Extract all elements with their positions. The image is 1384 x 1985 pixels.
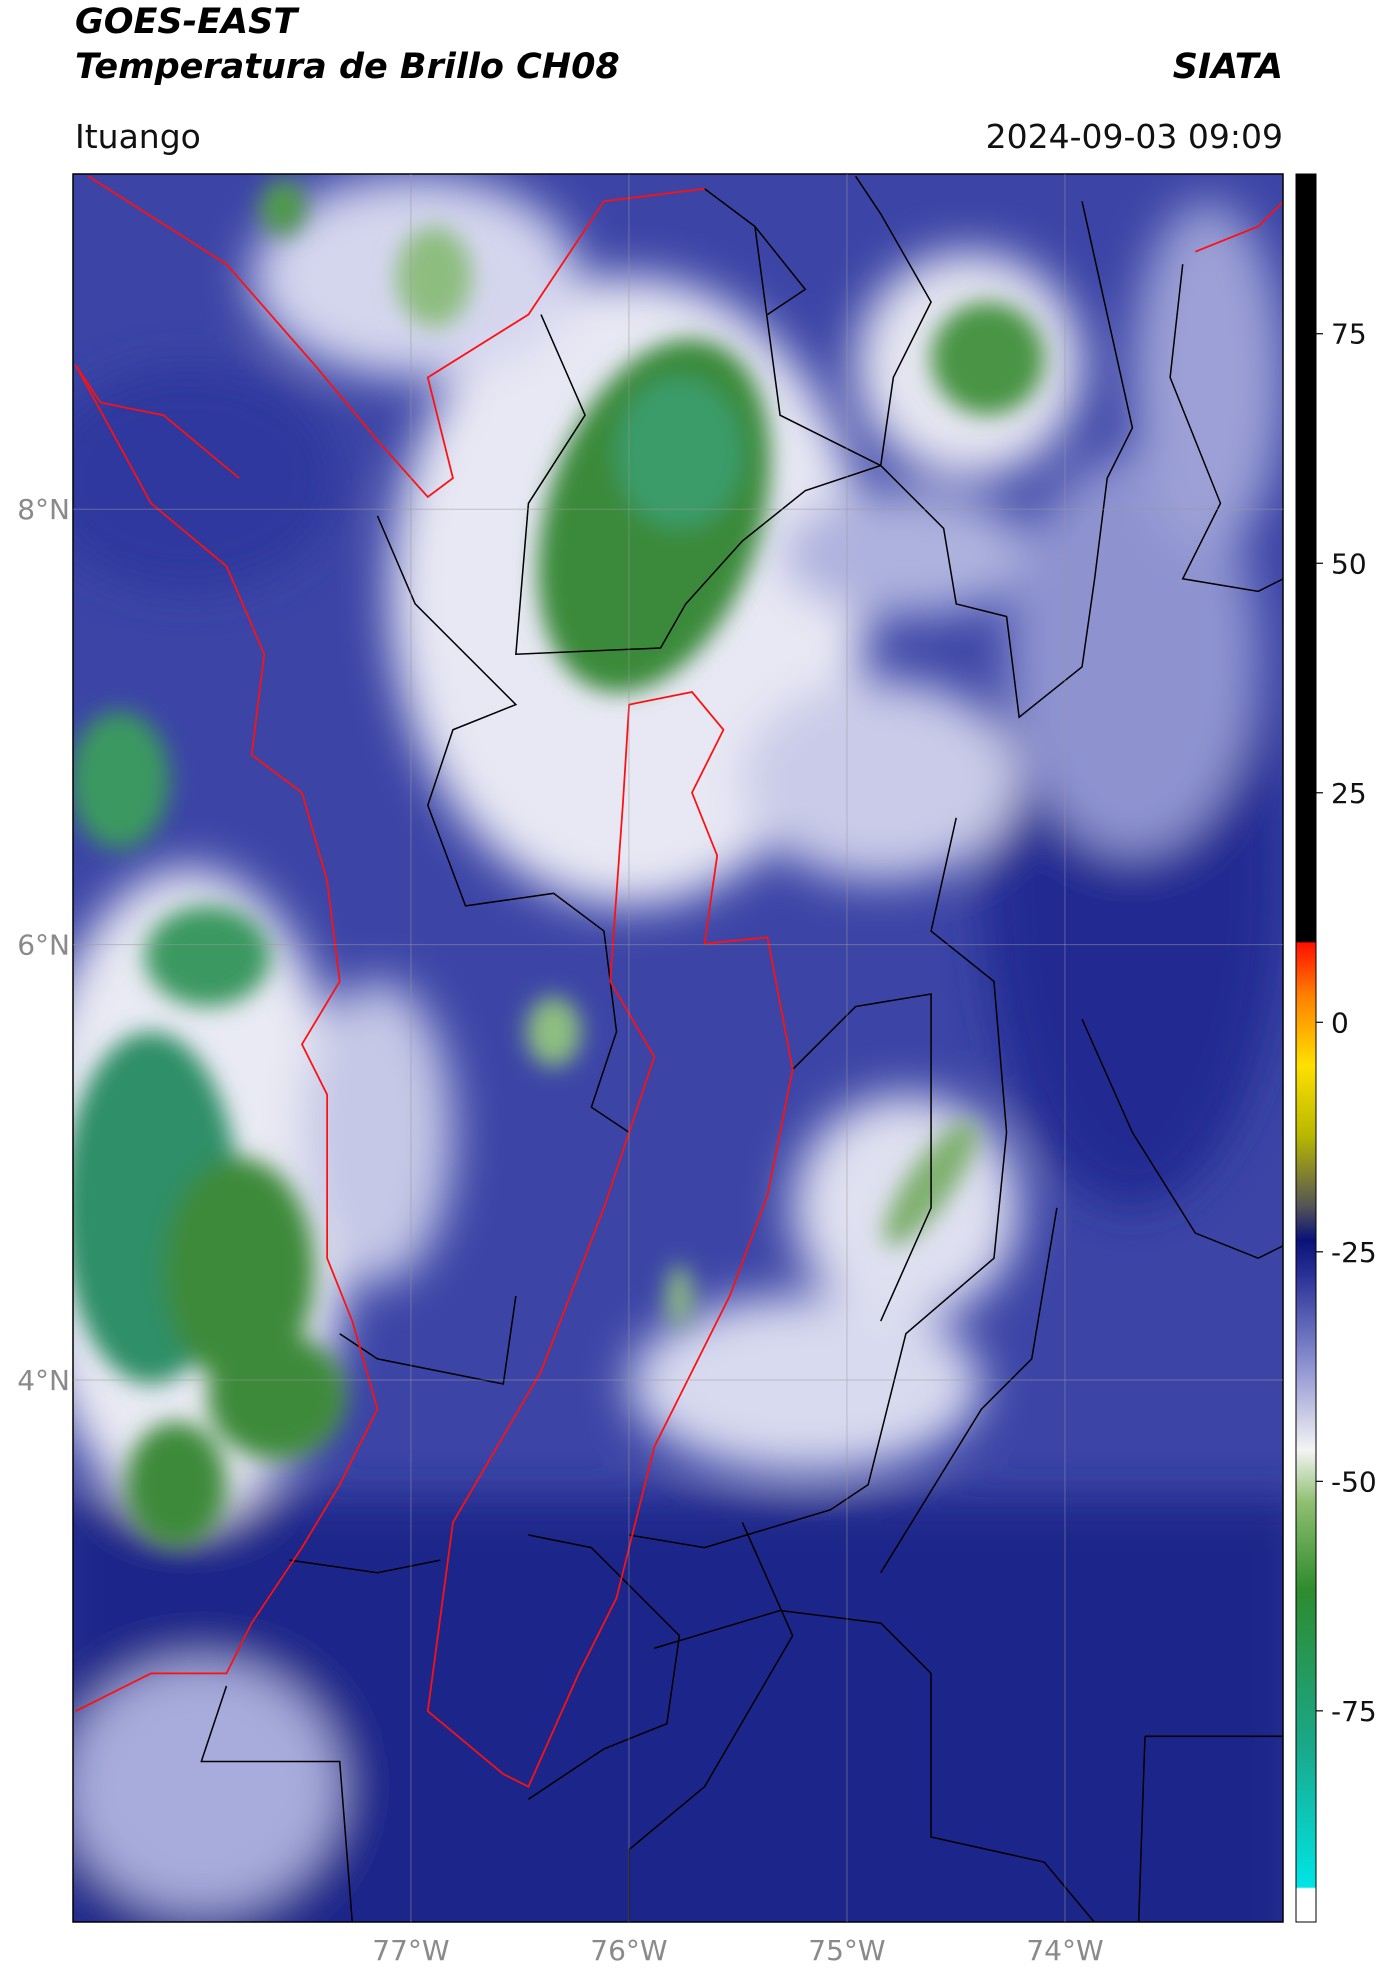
colorbar-label: -25	[1331, 1236, 1377, 1269]
y-tick-label: 6°N	[17, 929, 70, 962]
x-tick-label: 76°W	[590, 1934, 667, 1967]
map-frame	[72, 173, 1284, 1923]
colorbar-label: 25	[1331, 777, 1367, 810]
timestamp: 2024-09-03 09:09	[986, 117, 1283, 156]
colorbar-label: 50	[1331, 547, 1367, 580]
colorbar-label: 0	[1331, 1006, 1349, 1039]
x-tick-label: 74°W	[1026, 1934, 1103, 1967]
y-tick-label: 4°N	[17, 1364, 70, 1397]
subtitle: Temperatura de Brillo CH08	[75, 47, 620, 87]
x-tick-label: 77°W	[372, 1934, 449, 1967]
colorbar-label: 75	[1331, 318, 1367, 351]
title: GOES-EAST	[75, 2, 300, 42]
y-tick-label: 8°N	[17, 493, 70, 526]
location: Ituango	[75, 117, 201, 156]
agency: SIATA	[1173, 47, 1283, 87]
axes: 77°W 76°W 75°W 74°W 8°N 6°N 4°N 75 50 25 0 -25 -50 -7…	[17, 174, 1377, 1967]
colorbar	[1295, 173, 1317, 1923]
x-tick-label: 75°W	[808, 1934, 885, 1967]
colorbar-label: -75	[1331, 1695, 1377, 1728]
colorbar-label: -50	[1331, 1465, 1377, 1498]
satellite-image	[73, 174, 1283, 1922]
